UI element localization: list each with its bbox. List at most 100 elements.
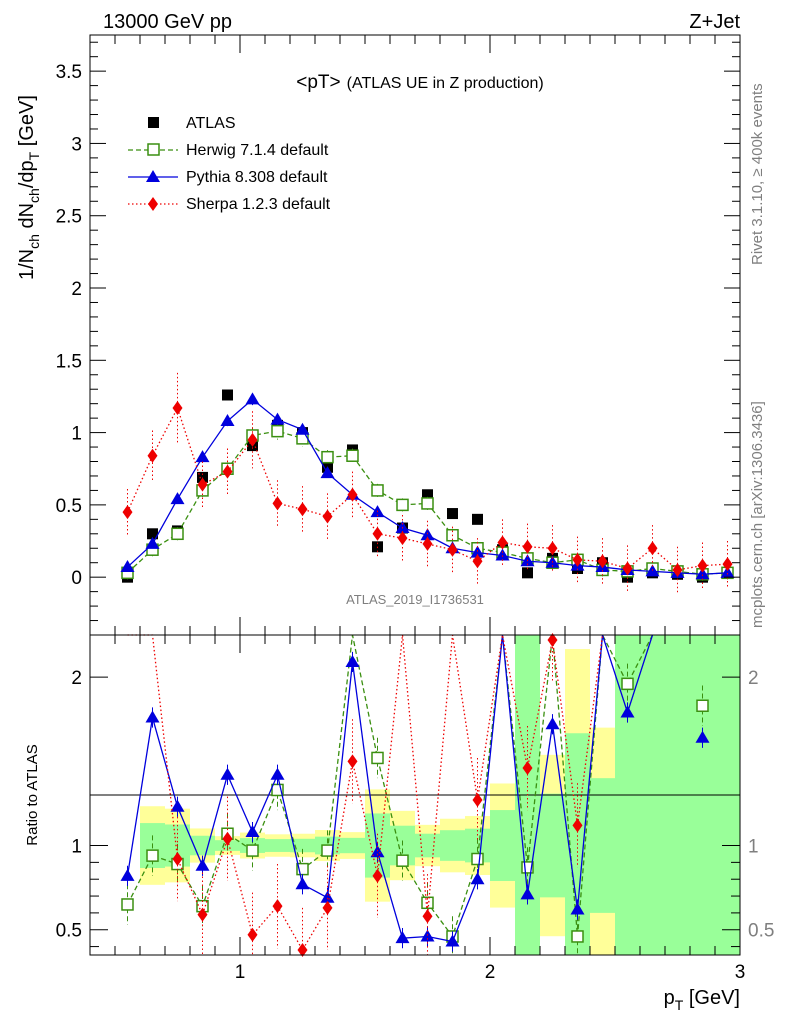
ratio-herwig-point xyxy=(621,677,634,691)
main-atlas-point xyxy=(222,389,233,401)
main-atlas-point xyxy=(447,508,458,520)
main-sherpa-point xyxy=(322,509,333,524)
ratio-pythia-point xyxy=(270,767,285,780)
main-sherpa-point xyxy=(422,536,433,551)
ratio-sherpa-point xyxy=(422,909,433,924)
main-title: <pT> (ATLAS UE in Z production) xyxy=(296,72,543,93)
ratio-pythia-point xyxy=(120,868,135,881)
x-axis-label: pT [GeV] xyxy=(664,987,740,1013)
ratio-panel: 0.5 0.5 1 1 2 2 1 2 3 Ratio to ATLAS pT [GeV] xyxy=(24,632,774,1013)
main-sherpa-point xyxy=(522,539,533,554)
ratio-herwig-point xyxy=(321,844,334,857)
legend-item-herwig: Herwig 7.1.4 default xyxy=(128,142,329,159)
ratio-ytick-label-right: 2 xyxy=(748,668,759,689)
main-sherpa-point xyxy=(172,401,183,416)
ratio-sherpa-line xyxy=(127,634,604,952)
main-sherpa-point xyxy=(597,554,608,569)
legend-herwig-label: Herwig 7.1.4 default xyxy=(186,142,329,159)
main-sherpa-point xyxy=(472,554,483,569)
main-sherpa-point xyxy=(497,535,508,550)
ratio-ytick-label: 2 xyxy=(71,668,82,689)
ratio-herwig-point xyxy=(696,699,709,712)
main-sherpa-point xyxy=(622,561,633,576)
ratio-pythia-point xyxy=(345,654,360,667)
ratio-sherpa-point xyxy=(197,907,208,922)
main-ytick-label: 2 xyxy=(71,279,82,300)
ratio-pythia-point xyxy=(145,710,160,723)
main-sherpa-point xyxy=(722,557,733,572)
main-pythia-point xyxy=(170,492,185,505)
legend-pythia-marker xyxy=(146,170,160,182)
ratio-ylabel: Ratio to ATLAS xyxy=(24,744,41,845)
ratio-pythia-line xyxy=(126,634,654,943)
ratio-sherpa-point xyxy=(572,818,583,833)
main-herwig-point xyxy=(346,449,359,462)
ratio-pythia-point xyxy=(470,872,485,885)
ratio-pythia-point xyxy=(620,705,635,718)
ratio-band-data xyxy=(265,839,290,852)
ratio-band-data xyxy=(440,830,465,861)
main-pythia-point xyxy=(245,392,260,405)
ratio-band-data xyxy=(590,778,615,913)
main-sherpa-point xyxy=(272,496,283,511)
ratio-sherpa-point xyxy=(472,793,483,808)
legend: ATLAS Herwig 7.1.4 default Pythia 8.308 … xyxy=(128,115,331,213)
main-sherpa-point xyxy=(572,552,583,567)
ratio-band-data xyxy=(415,833,440,858)
ratio-ytick-label-right: 0.5 xyxy=(748,921,774,942)
ratio-herwig-point xyxy=(246,844,259,857)
ratio-herwig-point xyxy=(571,930,584,943)
main-ytick-label: 2.5 xyxy=(56,207,82,228)
ratio-sherpa-point xyxy=(347,754,358,769)
ratio-sherpa-point xyxy=(222,831,233,846)
main-pythia-point xyxy=(145,536,160,549)
main-sherpa-point xyxy=(122,505,133,520)
ratio-herwig-line xyxy=(126,632,654,938)
ratio-herwig-point xyxy=(121,898,134,911)
header-left: 13000 GeV pp xyxy=(103,11,232,33)
ratio-pythia-point xyxy=(520,887,535,900)
main-sherpa-point xyxy=(222,464,233,479)
ratio-pythia-point xyxy=(545,717,560,730)
header-right: Z+Jet xyxy=(689,11,740,33)
ratio-herwig-point xyxy=(471,852,484,866)
main-pythia-point xyxy=(220,414,235,427)
ratio-pythia-point xyxy=(195,858,210,871)
ratio-band-data xyxy=(540,793,565,898)
ratio-sherpa-point xyxy=(297,942,308,957)
legend-sherpa-marker xyxy=(148,197,158,211)
main-herwig-point xyxy=(421,497,434,510)
legend-pythia-label: Pythia 8.308 default xyxy=(186,169,328,186)
main-herwig-point xyxy=(271,424,284,438)
main-panel: 0 0.5 1 1.5 2 2.5 3 3.5 1/Nch dNch/dpT [GeV] <p… xyxy=(16,34,741,636)
legend-atlas-label: ATLAS xyxy=(186,115,236,132)
x-tick-label: 2 xyxy=(485,962,496,983)
main-sherpa-point xyxy=(197,477,208,492)
ratio-sherpa-point xyxy=(522,761,533,776)
main-pythia-point xyxy=(120,560,135,573)
mcplots-label: mcplots.cern.ch [arXiv:1306.3436] xyxy=(749,401,766,628)
main-atlas-point xyxy=(522,567,533,579)
ratio-sherpa-point xyxy=(272,899,283,914)
main-sherpa-point xyxy=(672,562,683,577)
main-ytick-label: 1.5 xyxy=(56,351,82,372)
ratio-ytick-label: 0.5 xyxy=(56,921,82,942)
ratio-band-data xyxy=(340,837,365,854)
ratio-sherpa-point xyxy=(172,852,183,866)
legend-item-pythia: Pythia 8.308 default xyxy=(128,169,328,186)
ratio-sherpa-point xyxy=(372,868,383,883)
legend-atlas-marker xyxy=(148,117,159,128)
main-pythia-point xyxy=(320,466,335,479)
main-herwig-point xyxy=(321,450,334,464)
ratio-pythia-point xyxy=(295,877,310,890)
ratio-pythia-point xyxy=(570,902,585,915)
main-pythia-point xyxy=(695,567,710,580)
ratio-sherpa-point xyxy=(547,633,558,648)
main-atlas-point xyxy=(147,528,158,540)
main-ytick-label: 0 xyxy=(71,568,82,589)
main-sherpa-point xyxy=(372,526,383,541)
main-ytick-label: 3.5 xyxy=(56,62,82,83)
main-sherpa-point xyxy=(397,531,408,546)
main-ylabel: 1/Nch dNch/dpT [GeV] xyxy=(16,95,42,280)
rivet-label: Rivet 3.1.10, ≥ 400k events xyxy=(749,83,766,265)
